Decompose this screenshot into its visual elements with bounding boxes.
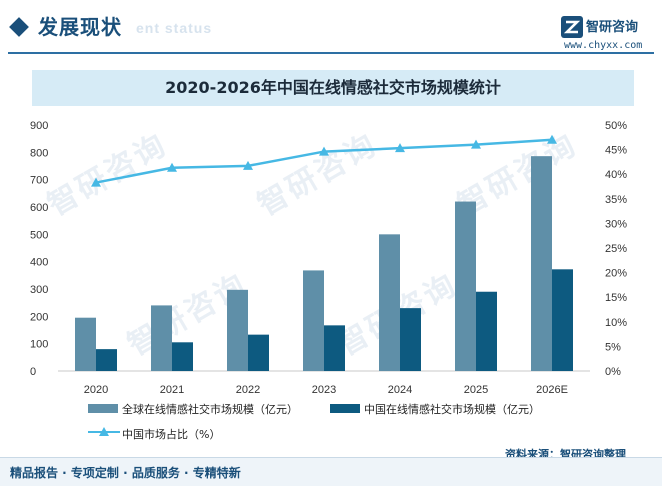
x-tick-label: 2020 (84, 384, 108, 396)
y-left-tick-label: 300 (30, 284, 48, 296)
x-tick-label: 2026E (536, 384, 568, 396)
y-left-tick-label: 800 (30, 147, 48, 159)
y-right-tick-label: 0% (605, 366, 621, 378)
brand-logo-icon (561, 16, 583, 38)
chart-title: 2020-2026年中国在线情感社交市场规模统计 (165, 78, 501, 97)
section-subtitle-ghost: ent status (136, 20, 213, 36)
y-right-tick-label: 50% (605, 120, 627, 132)
y-left-tick-label: 200 (30, 311, 48, 323)
line-share-marker (395, 143, 405, 153)
y-left-tick-label: 0 (30, 366, 36, 378)
brand-name: 智研咨询 (586, 20, 639, 35)
y-left-tick-label: 700 (30, 175, 48, 187)
line-share-marker (319, 146, 329, 156)
line-share (95, 138, 553, 184)
legend-label-global: 全球在线情感社交市场规模（亿元） (122, 403, 298, 416)
line-share-marker (243, 160, 253, 170)
y-left-tick-label: 900 (30, 120, 48, 132)
x-tick-label: 2022 (236, 384, 260, 396)
bar-global (455, 201, 476, 371)
bar-china (400, 308, 421, 371)
x-tick-label: 2021 (160, 384, 184, 396)
bar-global (227, 289, 248, 371)
bar-china (248, 334, 269, 371)
y-right-tick-label: 40% (605, 169, 627, 181)
y-left-tick-label: 100 (30, 339, 48, 351)
x-tick-label: 2025 (464, 384, 488, 396)
bar-global (379, 234, 400, 371)
chart-title-band: 2020-2026年中国在线情感社交市场规模统计 (32, 70, 634, 106)
section-title: 发展现状 (38, 15, 122, 39)
y-right-tick-label: 45% (605, 145, 627, 157)
brand-url: www.chyxx.com (564, 40, 643, 51)
footer-bar: 精品报告 · 专项定制 · 品质服务 · 专精特新 (0, 457, 662, 486)
line-share-marker (471, 139, 481, 149)
header-divider (8, 52, 654, 54)
y-right-tick-label: 35% (605, 194, 627, 206)
bar-global (151, 305, 172, 371)
bar-global (75, 317, 96, 371)
legend-label-china: 中国在线情感社交市场规模（亿元） (364, 403, 540, 416)
legend-swatch-china (330, 404, 360, 413)
y-right-tick-label: 20% (605, 268, 627, 280)
bar-china (324, 325, 345, 371)
line-share-marker (91, 177, 101, 187)
legend-swatch-global (88, 404, 118, 413)
y-right-tick-label: 25% (605, 243, 627, 255)
y-left-tick-label: 400 (30, 257, 48, 269)
y-right-tick-label: 10% (605, 317, 627, 329)
bar-global (531, 156, 552, 371)
line-share-marker (547, 134, 557, 144)
y-left-tick-label: 500 (30, 229, 48, 241)
bar-china (96, 349, 117, 371)
x-tick-label: 2023 (312, 384, 336, 396)
bar-global (303, 270, 324, 371)
line-share-marker (167, 162, 177, 172)
legend-swatch-share (88, 427, 120, 436)
y-right-tick-label: 30% (605, 218, 627, 230)
x-tick-label: 2024 (388, 384, 412, 396)
footer-tagline: 精品报告 · 专项定制 · 品质服务 · 专精特新 (10, 466, 241, 480)
bar-china (476, 291, 497, 371)
bar-china (172, 342, 193, 371)
legend-label-share: 中国市场占比（%） (122, 428, 221, 441)
y-right-tick-label: 5% (605, 341, 621, 353)
bar-china (552, 269, 573, 371)
y-right-tick-label: 15% (605, 292, 627, 304)
y-left-tick-label: 600 (30, 202, 48, 214)
